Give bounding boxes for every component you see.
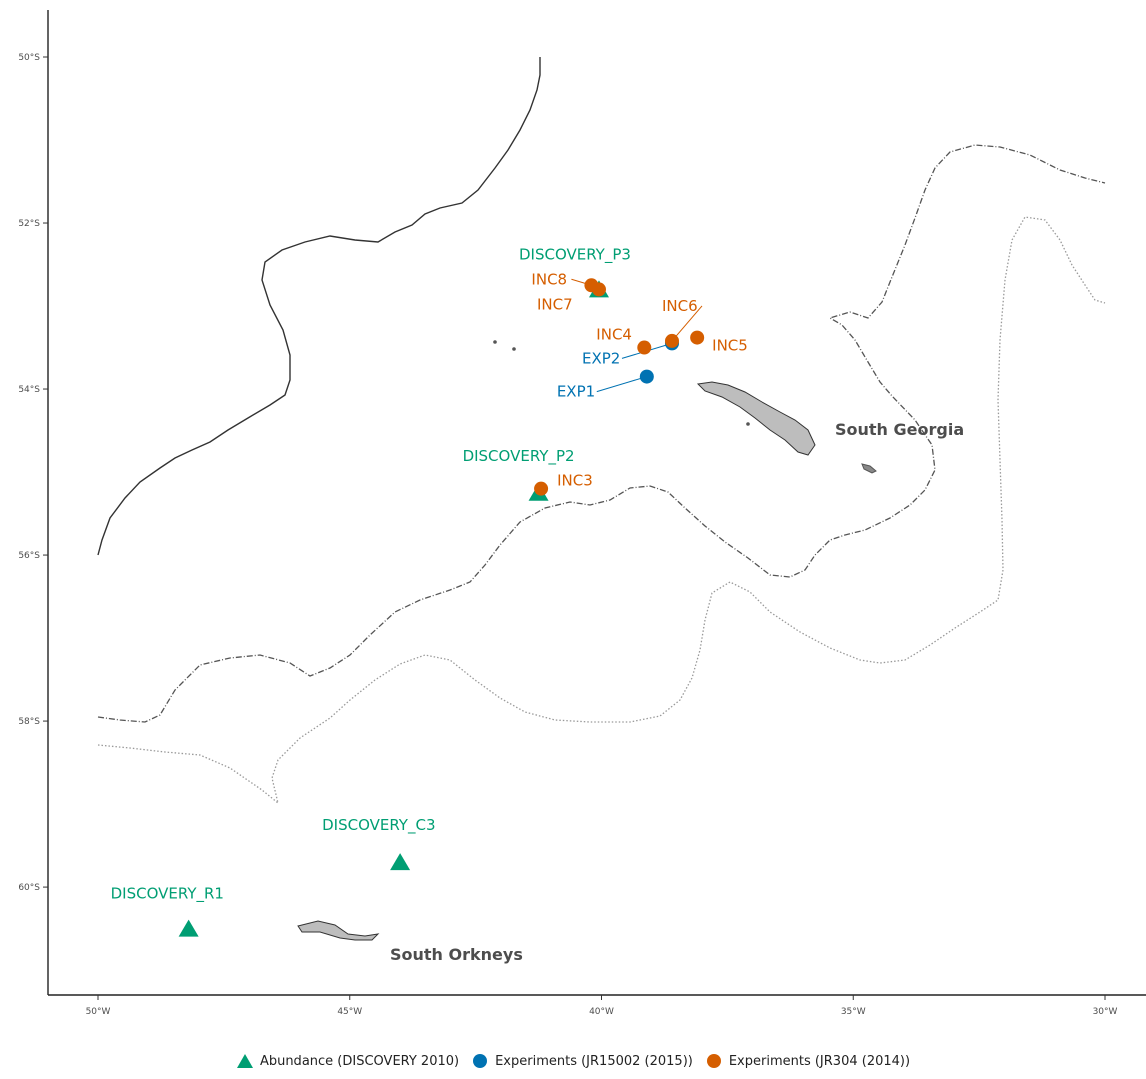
x-tick-label: 40°W <box>589 1007 614 1017</box>
legend-label: Abundance (DISCOVERY 2010) <box>259 1053 460 1069</box>
legend-label: Experiments (JR304 (2014)) <box>728 1053 911 1069</box>
region-label: South Orkneys <box>390 945 523 964</box>
label-leader-line <box>596 376 647 393</box>
x-tick-label: 50°W <box>86 1007 111 1017</box>
x-tick-label: 45°W <box>337 1007 362 1017</box>
x-tick-label: 30°W <box>1093 1007 1118 1017</box>
data-point-triangle <box>178 919 199 937</box>
data-point-circle <box>639 369 654 384</box>
point-label: INC5 <box>712 337 748 355</box>
y-tick-label: 54°S <box>18 385 40 395</box>
legend-item: Abundance (DISCOVERY 2010) <box>236 1052 459 1070</box>
point-label: INC4 <box>596 326 632 344</box>
data-point-circle <box>637 340 652 355</box>
point-label: INC6 <box>662 297 698 315</box>
front-line-solid <box>97 57 541 556</box>
label-leader-line <box>671 305 703 342</box>
point-label: INC3 <box>557 472 593 490</box>
islet-dot <box>493 340 497 344</box>
data-point-circle <box>664 333 679 348</box>
legend: Abundance (DISCOVERY 2010) Experiments (… <box>0 1052 1146 1070</box>
triangle-marker-icon <box>236 1054 253 1068</box>
circle-marker-icon <box>706 1054 721 1068</box>
x-tick-label: 35°W <box>841 1007 866 1017</box>
point-label: EXP2 <box>582 349 620 367</box>
legend-label: Experiments (JR15002 (2015)) <box>495 1053 693 1069</box>
region-label: South Georgia <box>835 420 964 439</box>
point-label: DISCOVERY_C3 <box>322 816 435 835</box>
south-orkneys-island <box>297 920 380 941</box>
data-point-circle <box>591 282 606 297</box>
data-point-circle <box>534 481 549 496</box>
data-point-circle <box>690 330 705 345</box>
data-point-triangle <box>390 853 411 871</box>
legend-item: Experiments (JR304 (2014)) <box>705 1052 910 1070</box>
point-label: INC7 <box>537 295 573 313</box>
y-tick-label: 50°S <box>18 53 40 63</box>
point-label: INC8 <box>531 270 567 288</box>
circle-marker-icon <box>473 1054 488 1068</box>
south-georgia-island <box>696 381 816 456</box>
south-georgia-islet <box>861 463 877 474</box>
point-label: DISCOVERY_P2 <box>463 447 575 466</box>
point-label: DISCOVERY_R1 <box>111 885 224 904</box>
y-tick-label: 58°S <box>18 717 40 727</box>
legend-item: Experiments (JR15002 (2015)) <box>471 1052 693 1070</box>
point-label: DISCOVERY_P3 <box>519 245 631 264</box>
islet-dot <box>746 422 750 426</box>
y-tick-label: 56°S <box>18 551 40 561</box>
y-tick-label: 52°S <box>18 219 40 229</box>
map-plot: 50°W 45°W 40°W 35°W 30°W 50°S 52°S 54°S 56°S 58°S… <box>18 10 1146 1017</box>
point-label: EXP1 <box>557 383 595 401</box>
islet-dot <box>512 347 516 351</box>
y-tick-label: 60°S <box>18 883 40 893</box>
front-line-dotted <box>97 216 1106 805</box>
